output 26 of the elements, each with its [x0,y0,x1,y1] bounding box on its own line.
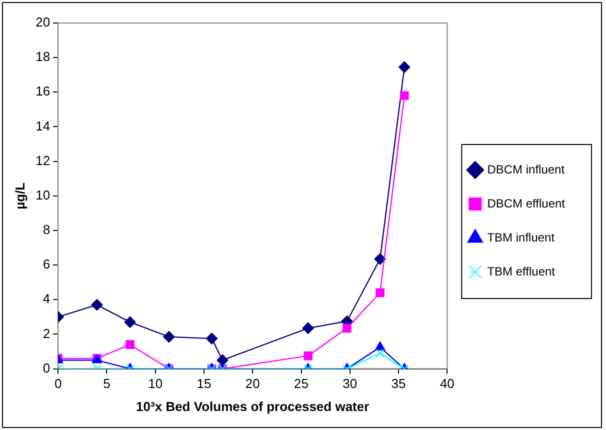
y-tick-label: 8 [42,222,50,238]
y-tick-label: 10 [36,187,50,202]
x-tick-label: 20 [245,376,260,392]
x-tick-label: 40 [440,376,454,392]
y-tick-label: 0 [42,360,50,376]
y-tick-label: 12 [36,152,50,168]
legend-label: DBCM effluent [487,196,566,210]
y-tick-label: 18 [36,49,50,64]
x-tick-label: 30 [342,376,358,392]
x-tick-label: 10 [148,376,163,392]
x-tick-label: 15 [196,376,212,392]
x-tick-label: 25 [294,376,308,392]
y-tick-label: 16 [36,84,50,99]
y-axis-title: µg/L [12,182,28,210]
y-tick-label: 4 [42,291,50,306]
legend-label: TBM effluent [487,264,556,278]
x-tick-label: 5 [103,376,110,392]
y-tick-label: 2 [42,326,50,341]
x-axis-title: 10³x Bed Volumes of processed water [136,398,370,414]
y-tick-label: 20 [36,14,50,30]
legend-label: TBM influent [487,230,556,244]
y-tick-label: 14 [36,118,50,134]
y-tick-label: 6 [42,256,50,272]
legend-label: DBCM influent [487,162,566,176]
x-tick-label: 0 [54,376,62,392]
x-tick-label: 35 [391,376,406,392]
